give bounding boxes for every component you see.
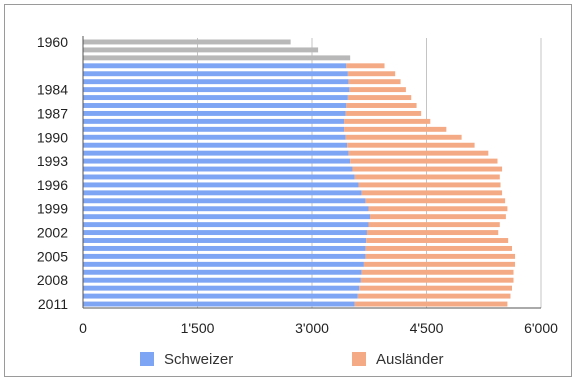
- bar-schweizer-2007: [83, 269, 362, 275]
- legend-label-schweizer: Schweizer: [164, 351, 233, 368]
- bar-schweizer-1992: [83, 150, 349, 156]
- legend: Schweizer Ausländer: [140, 351, 444, 368]
- bar-schweizer-1993: [83, 158, 351, 164]
- bar-total-1960: [83, 39, 291, 45]
- y-tick-label: 1996: [37, 177, 68, 193]
- y-tick-label: 2005: [37, 248, 68, 264]
- axes: [82, 36, 541, 309]
- bar-auslaender-1992: [348, 150, 489, 156]
- bar-schweizer-2010: [83, 293, 358, 299]
- bar-auslaender-2009: [359, 285, 512, 291]
- bar-auslaender-1985: [347, 95, 412, 101]
- bar-auslaender-2004: [365, 245, 512, 251]
- bar-schweizer-1987: [83, 110, 346, 116]
- bar-auslaender-2008: [360, 277, 514, 283]
- y-tick-label: 1984: [37, 82, 68, 98]
- bar-auslaender-1982: [347, 71, 396, 77]
- bar-total-1980: [83, 55, 351, 61]
- bar-schweizer-1991: [83, 142, 348, 148]
- bar-schweizer-1988: [83, 118, 345, 124]
- bar-auslaender-1984: [349, 87, 406, 93]
- y-tick-label: 1960: [37, 34, 68, 50]
- grid-lines: [197, 38, 542, 308]
- bar-schweizer-1981: [83, 63, 347, 69]
- bar-auslaender-1986: [346, 103, 417, 108]
- bar-auslaender-2002: [366, 230, 499, 236]
- bar-schweizer-1997: [83, 190, 362, 196]
- bar-schweizer-1982: [83, 71, 348, 77]
- bar-schweizer-1984: [83, 87, 350, 93]
- bar-schweizer-1983: [83, 79, 349, 85]
- bar-schweizer-1989: [83, 126, 345, 132]
- y-tick-label: 1990: [37, 129, 68, 145]
- legend-label-auslaender: Ausländer: [376, 351, 444, 368]
- bar-auslaender-1994: [352, 166, 503, 172]
- bar-auslaender-2005: [365, 253, 516, 259]
- y-tick-label: 1993: [37, 153, 68, 169]
- bar-schweizer-2000: [83, 214, 371, 220]
- x-axis-ticks: 0 1'500 3'000 4'500 6'000: [79, 320, 558, 336]
- bar-schweizer-2006: [83, 261, 364, 267]
- bar-schweizer-1985: [83, 95, 348, 101]
- bar-total-1970: [83, 47, 319, 53]
- bar-auslaender-1988: [344, 118, 431, 124]
- y-tick-label: 2002: [37, 225, 68, 241]
- y-tick-label: 2011: [38, 296, 68, 312]
- bar-schweizer-2011: [83, 301, 355, 307]
- bar-auslaender-1993: [350, 158, 498, 164]
- bar-auslaender-1995: [354, 174, 500, 180]
- bar-schweizer-1990: [83, 134, 346, 140]
- bar-schweizer-2004: [83, 245, 366, 251]
- bar-schweizer-2008: [83, 277, 361, 283]
- bar-auslaender-2000: [370, 214, 506, 220]
- y-tick-label: 1987: [37, 105, 68, 121]
- legend-swatch-schweizer: [140, 352, 154, 366]
- bars: [83, 39, 516, 307]
- bar-schweizer-1999: [83, 206, 369, 212]
- bar-auslaender-2006: [363, 261, 516, 267]
- bar-schweizer-1995: [83, 174, 355, 180]
- bar-auslaender-1997: [361, 190, 503, 196]
- x-tick-label: 1'500: [181, 320, 215, 336]
- bar-auslaender-2003: [366, 238, 509, 243]
- bar-schweizer-1994: [83, 166, 353, 172]
- bar-schweizer-1998: [83, 198, 366, 204]
- bar-schweizer-2002: [83, 230, 367, 236]
- bar-auslaender-1981: [346, 63, 385, 69]
- bar-schweizer-2009: [83, 285, 360, 291]
- bar-auslaender-1987: [345, 110, 422, 116]
- x-tick-label: 3'000: [295, 320, 329, 336]
- bar-auslaender-2011: [354, 301, 508, 307]
- bar-schweizer-2003: [83, 238, 367, 243]
- bar-schweizer-2001: [83, 222, 369, 228]
- bar-auslaender-1989: [344, 126, 447, 132]
- bar-auslaender-1999: [368, 206, 508, 212]
- x-tick-label: 6'000: [524, 320, 558, 336]
- x-tick-label: 0: [79, 320, 87, 336]
- bar-auslaender-1998: [365, 198, 506, 204]
- bar-schweizer-1996: [83, 182, 359, 188]
- bar-auslaender-2001: [368, 222, 500, 228]
- bar-auslaender-2007: [361, 269, 514, 275]
- y-axis-ticks: 1960 1984 1987 1990 1993 1996 1999 2002 2005 2008…: [37, 34, 68, 312]
- y-tick-label: 2008: [37, 272, 68, 288]
- bar-auslaender-1990: [345, 134, 462, 140]
- bar-schweizer-1986: [83, 103, 347, 108]
- bar-auslaender-1996: [358, 182, 501, 188]
- bar-schweizer-2005: [83, 253, 366, 259]
- bar-auslaender-2010: [357, 293, 511, 299]
- legend-swatch-auslaender: [352, 352, 366, 366]
- x-tick-label: 4'500: [410, 320, 444, 336]
- y-tick-label: 1999: [37, 201, 68, 217]
- bar-auslaender-1983: [348, 79, 401, 85]
- bar-auslaender-1991: [347, 142, 475, 148]
